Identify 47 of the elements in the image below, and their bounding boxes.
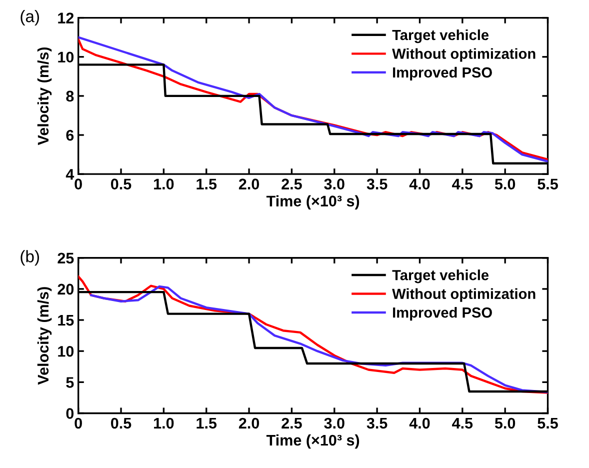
legend-label: Target vehicle [392,29,489,44]
y-tick-label: 0 [66,408,74,419]
x-tick-label: 0 [74,418,82,429]
x-tick-label: 2.5 [282,418,302,429]
y-tick-label: 20 [58,284,74,295]
x-tick-label: 0 [74,178,82,190]
legend-label: Improved PSO [393,66,492,81]
x-tick-label: 5.0 [494,418,516,429]
x-tick-label: 4.5 [452,418,473,429]
x-tick-label: 3.0 [324,418,344,429]
x-tick-label: 4.5 [452,178,473,190]
x-tick-label: 4.0 [409,178,430,190]
x-axis-title: Time (×10³ s) [266,195,360,210]
y-tick-label: 10 [58,52,74,63]
y-tick-label: 12 [58,12,74,24]
x-tick-label: 5.0 [494,178,516,190]
y-tick-label: 10 [58,346,74,357]
x-tick-label: 2.0 [238,178,260,190]
x-tick-label: 3.5 [366,178,388,190]
x-tick-label: 0.5 [111,418,132,429]
x-tick-label: 2.0 [238,418,260,429]
y-tick-label: 5 [66,377,74,388]
x-tick-label: 1.0 [154,418,174,429]
x-tick-label: 1.5 [196,178,217,190]
legend-label: Target vehicle [392,270,489,284]
y-axis-title: Velocity (m/s) [37,287,52,385]
x-axis-title: Time (×10³ s) [266,434,360,449]
y-tick-label: 4 [66,169,74,180]
y-tick-label: 25 [58,252,74,264]
legend-label: Without optimization [392,48,536,62]
x-tick-label: 2.5 [282,178,302,190]
y-axis-title: Velocity (m/s) [37,47,52,146]
x-tick-label: 5.5 [538,418,558,429]
text: (b) [20,250,39,266]
text: (a) [20,10,39,26]
x-tick-label: 0.5 [111,178,132,190]
x-tick-label: 3.0 [324,178,344,190]
x-tick-label: 1.0 [154,178,174,190]
x-tick-label: 5.5 [538,178,558,190]
y-tick-label: 8 [66,90,74,102]
y-tick-label: 15 [58,315,74,326]
y-tick-label: 6 [66,130,74,141]
legend-label: Improved PSO [393,306,492,321]
legend-label: Without optimization [392,288,536,302]
x-tick-label: 4.0 [409,418,430,429]
x-tick-label: 1.5 [196,418,217,429]
x-tick-label: 3.5 [366,418,388,429]
